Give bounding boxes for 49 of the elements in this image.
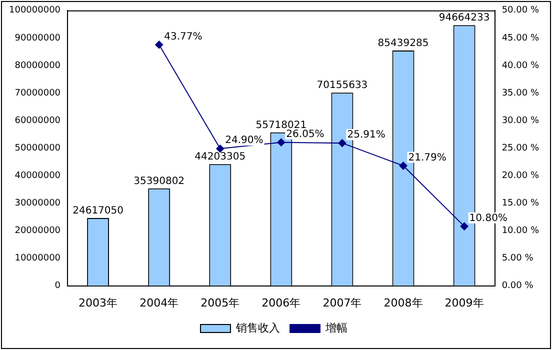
- y-tick-label: 100000000: [8, 6, 61, 16]
- x-tick-label: 2006年: [262, 296, 301, 310]
- x-tick-label: 2007年: [322, 296, 362, 310]
- data-label: 43.77%: [164, 31, 202, 42]
- y2-tick-label: 0.00 %: [502, 281, 534, 292]
- y2-tick-label: 15.00 %: [502, 198, 540, 209]
- data-label: 70155633: [316, 80, 368, 92]
- point: [399, 162, 408, 170]
- x-tick-label: 2009年: [444, 296, 484, 310]
- data-label: 85439285: [378, 38, 429, 50]
- legend-label: 销售收入: [235, 321, 280, 334]
- y2-tick-label: 30.00 %: [502, 116, 540, 126]
- data-label: 55718021: [256, 120, 307, 131]
- x-tick-label: 2008年: [384, 296, 423, 310]
- point: [155, 40, 164, 49]
- x-tick-label: 2005年: [200, 296, 240, 310]
- y2-tick-label: 5.00 %: [502, 254, 534, 264]
- y-tick-label: 30000000: [14, 198, 61, 209]
- y2-tick-label: 10.00 %: [502, 226, 540, 236]
- data-label: 21.79%: [408, 152, 446, 164]
- x-tick-label: 2003年: [78, 296, 118, 310]
- y-tick-label: 90000000: [14, 33, 61, 44]
- data-label: 44203305: [194, 152, 246, 163]
- y-tick-label: 80000000: [14, 60, 61, 71]
- y-tick-label: 10000000: [14, 254, 61, 264]
- point: [277, 138, 286, 146]
- y2-tick-label: 20.00 %: [502, 170, 540, 181]
- x-tick-label: 2004年: [140, 296, 179, 310]
- data-label: 25.91%: [347, 130, 386, 141]
- data-label: 26.05%: [286, 128, 324, 140]
- y-tick-label: 0: [54, 281, 61, 292]
- legend-label: 增幅: [324, 321, 348, 334]
- data-label: 94664233: [438, 12, 490, 24]
- y2-tick-label: 35.00 %: [502, 88, 540, 98]
- y-tick-label: 70000000: [14, 88, 61, 98]
- data-label: 24.90%: [225, 135, 264, 146]
- data-label: 24617050: [72, 206, 124, 217]
- data-label: 35390802: [134, 176, 185, 187]
- y2-tick-label: 40.00 %: [502, 60, 540, 71]
- y-tick-label: 40000000: [14, 170, 61, 181]
- y-tick-label: 50000000: [14, 143, 61, 154]
- y2-tick-label: 45.00 %: [502, 33, 540, 44]
- y-tick-label: 20000000: [14, 226, 61, 236]
- point: [460, 222, 468, 230]
- y2-tick-label: 25.00 %: [502, 143, 540, 154]
- data-label: 10.80%: [469, 212, 508, 224]
- y-tick-label: 60000000: [14, 116, 61, 126]
- y2-tick-label: 50.00 %: [502, 6, 540, 16]
- point: [338, 139, 346, 148]
